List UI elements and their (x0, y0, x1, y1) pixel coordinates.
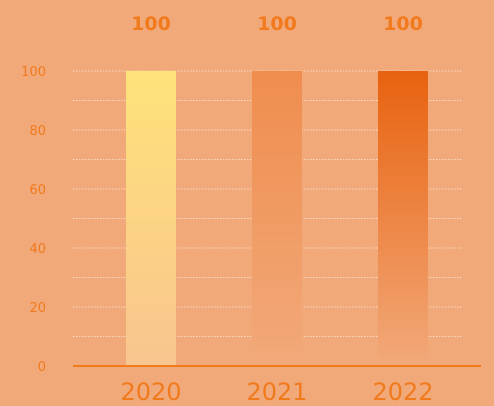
y-axis-ticks: 0 20 40 60 80 100 (21, 65, 46, 375)
data-label: 100 (257, 13, 297, 35)
y-tick-label: 20 (29, 301, 46, 316)
y-tick-label: 100 (21, 65, 46, 80)
y-tick-label: 60 (29, 183, 46, 198)
bar-2021 (252, 71, 302, 366)
y-tick-label: 40 (29, 242, 46, 257)
x-category-label: 2021 (246, 378, 307, 406)
bars (126, 71, 428, 366)
data-labels: 100 100 100 (131, 13, 423, 35)
data-label: 100 (131, 13, 171, 35)
x-axis-labels: 2020 2021 2022 (120, 378, 433, 406)
y-tick-label: 0 (38, 360, 46, 375)
x-category-label: 2022 (372, 378, 433, 406)
x-category-label: 2020 (120, 378, 181, 406)
bar-2022 (378, 71, 428, 366)
bar-2020 (126, 71, 176, 366)
data-label: 100 (383, 13, 423, 35)
y-tick-label: 80 (29, 124, 46, 139)
